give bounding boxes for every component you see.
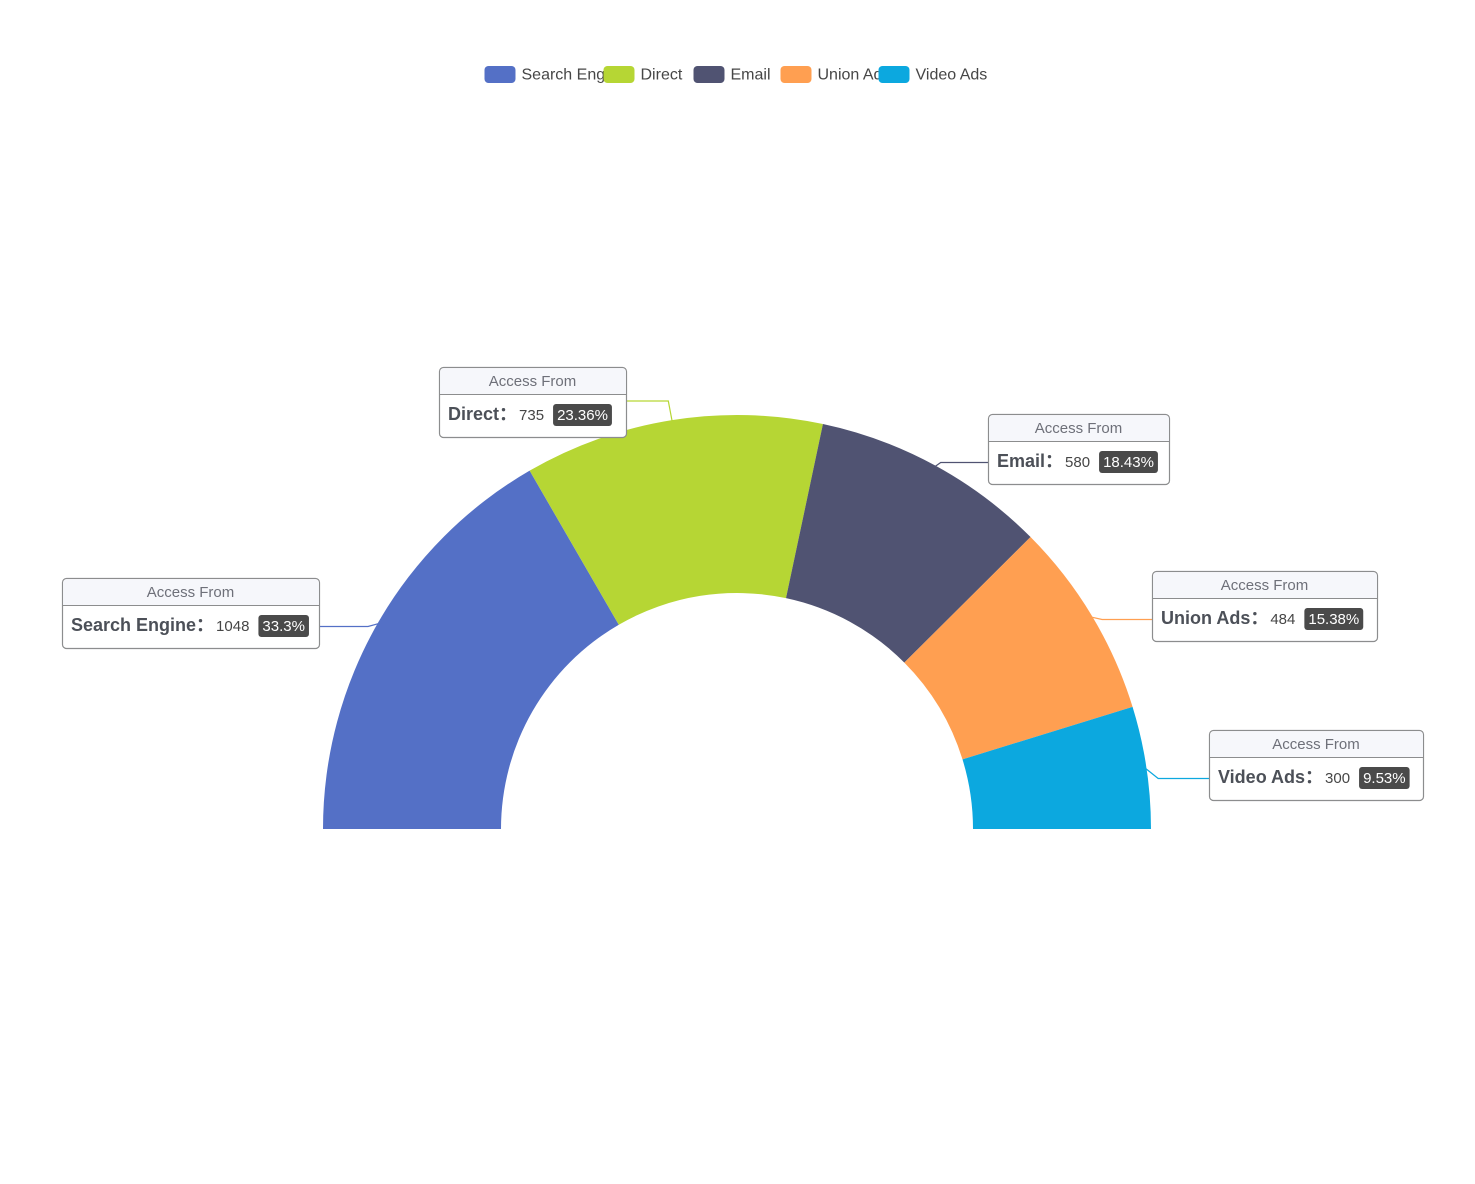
leader-line-search-engine [319, 622, 381, 628]
legend: Search Engine Direct Email Union Ads Video A… [484, 66, 988, 84]
label-value: 735 [519, 407, 544, 424]
slice-direct[interactable] [529, 414, 823, 625]
label-percent: 15.38% [1308, 611, 1359, 628]
legend-swatch [484, 66, 516, 83]
label-name: Direct： [448, 404, 517, 424]
legend-label: Email [731, 67, 771, 84]
label-percent-badge [1304, 608, 1364, 630]
label-header: Access From [1035, 420, 1123, 437]
label-name: Search Engine： [71, 615, 214, 635]
slice-video-ads[interactable] [962, 706, 1152, 829]
label-header-bg [989, 415, 1169, 441]
slice-label-email: Access From Email： 580 18.43% [987, 413, 1171, 486]
label-header-bg [63, 579, 319, 605]
slice-label-direct: Access From Direct： 735 23.36% [438, 366, 628, 439]
label-value: 580 [1065, 454, 1090, 471]
legend-label: Search Engine [522, 67, 627, 84]
label-header: Access From [489, 373, 577, 390]
legend-item-search-engine[interactable]: Search Engine [484, 66, 627, 84]
label-value: 300 [1325, 770, 1350, 787]
label-header: Access From [1272, 736, 1360, 753]
leader-line-video-ads [1144, 767, 1209, 780]
label-header-bg [1210, 731, 1423, 757]
label-name: Union Ads： [1161, 608, 1268, 628]
label-percent-badge [258, 615, 309, 637]
slice-label-video-ads: Access From Video Ads： 300 9.53% [1208, 729, 1425, 802]
leader-line-direct [626, 400, 673, 423]
slice-label-search-engine: Access From Search Engine： 1048 33.3% [61, 577, 321, 650]
label-percent: 33.3% [262, 618, 305, 635]
legend-label: Union Ads [818, 67, 891, 84]
label-value: 484 [1270, 611, 1295, 628]
leader-lines [319, 400, 1209, 780]
label-percent: 18.43% [1103, 454, 1154, 471]
slice-label-union-ads: Access From Union Ads： 484 15.38% [1151, 570, 1379, 643]
slice-union-ads[interactable] [904, 537, 1133, 760]
leader-line-email [933, 461, 988, 468]
label-percent: 23.36% [557, 407, 608, 424]
label-header-bg [1153, 572, 1377, 598]
leader-line-union-ads [1089, 616, 1152, 621]
legend-swatch [780, 66, 812, 83]
legend-swatch [878, 66, 910, 83]
label-percent-badge [1099, 451, 1158, 473]
label-name: Video Ads： [1218, 767, 1323, 787]
label-percent-badge [1359, 767, 1410, 789]
legend-item-email[interactable]: Email [693, 66, 771, 84]
legend-label: Direct [641, 67, 683, 84]
slices [323, 414, 1152, 829]
label-name: Email： [997, 451, 1063, 471]
legend-swatch [693, 66, 725, 83]
slice-email[interactable] [786, 424, 1031, 663]
label-header-bg [440, 368, 626, 394]
legend-label: Video Ads [916, 67, 988, 84]
label-percent-badge [553, 404, 612, 426]
label-percent: 9.53% [1363, 770, 1406, 787]
legend-item-union-ads[interactable]: Union Ads [780, 66, 891, 84]
legend-item-direct[interactable]: Direct [603, 66, 683, 84]
legend-swatch [603, 66, 635, 83]
label-header: Access From [147, 584, 235, 601]
legend-item-video-ads[interactable]: Video Ads [878, 66, 988, 84]
slice-search-engine[interactable] [323, 470, 619, 829]
label-value: 1048 [216, 618, 249, 635]
label-header: Access From [1221, 577, 1309, 594]
